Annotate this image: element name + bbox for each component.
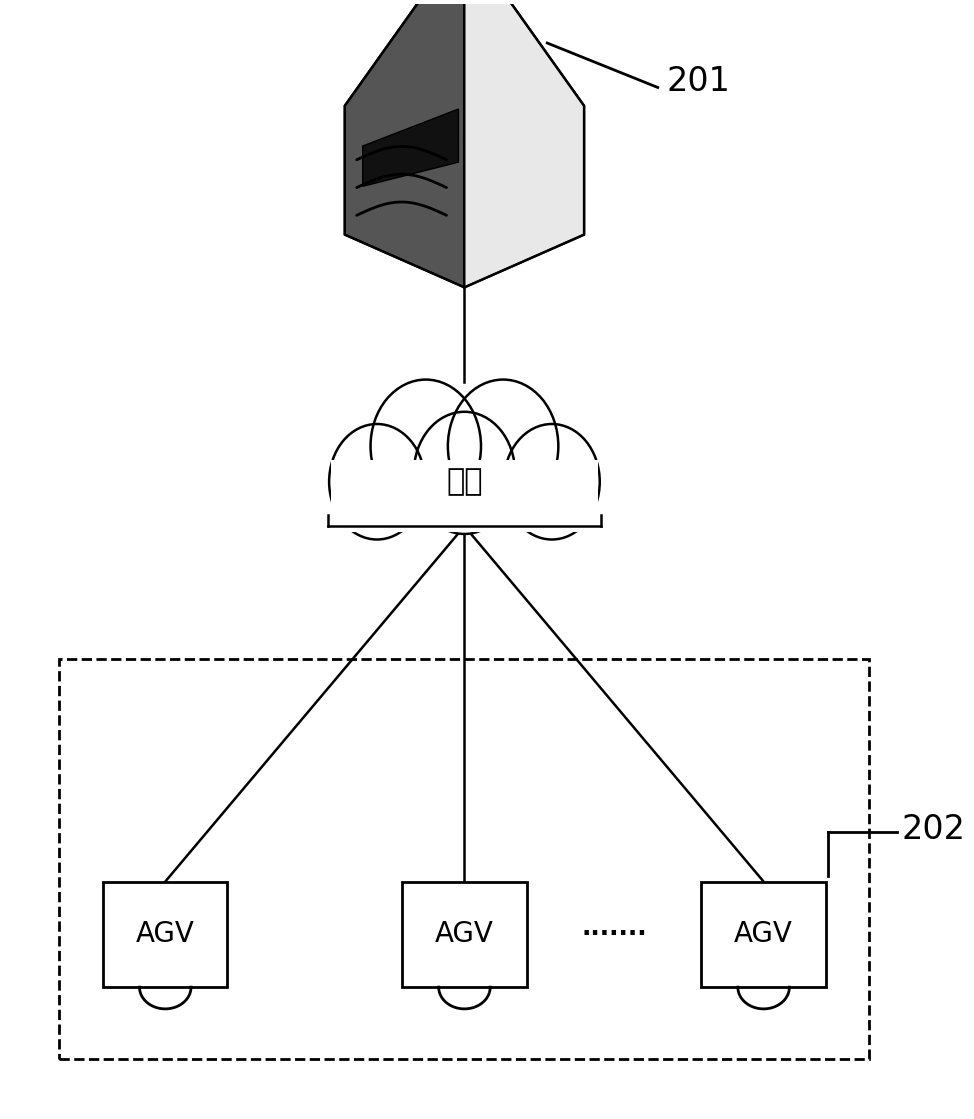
Polygon shape (738, 987, 789, 1009)
Circle shape (370, 379, 481, 513)
Text: 202: 202 (902, 812, 965, 846)
Text: AGV: AGV (734, 920, 793, 948)
Circle shape (504, 424, 600, 539)
FancyBboxPatch shape (701, 882, 826, 987)
Polygon shape (345, 0, 465, 288)
Text: AGV: AGV (135, 920, 195, 948)
Text: ·······: ······· (581, 922, 647, 946)
FancyBboxPatch shape (331, 460, 598, 532)
Text: 201: 201 (667, 65, 730, 98)
Text: AGV: AGV (435, 920, 494, 948)
Polygon shape (465, 0, 584, 288)
Polygon shape (362, 109, 459, 187)
Circle shape (448, 379, 558, 513)
FancyBboxPatch shape (103, 882, 227, 987)
Circle shape (329, 424, 425, 539)
Text: 网络: 网络 (446, 468, 483, 496)
Polygon shape (438, 987, 490, 1009)
FancyBboxPatch shape (402, 882, 527, 987)
FancyBboxPatch shape (328, 482, 601, 526)
Polygon shape (139, 987, 191, 1009)
Circle shape (414, 412, 515, 534)
